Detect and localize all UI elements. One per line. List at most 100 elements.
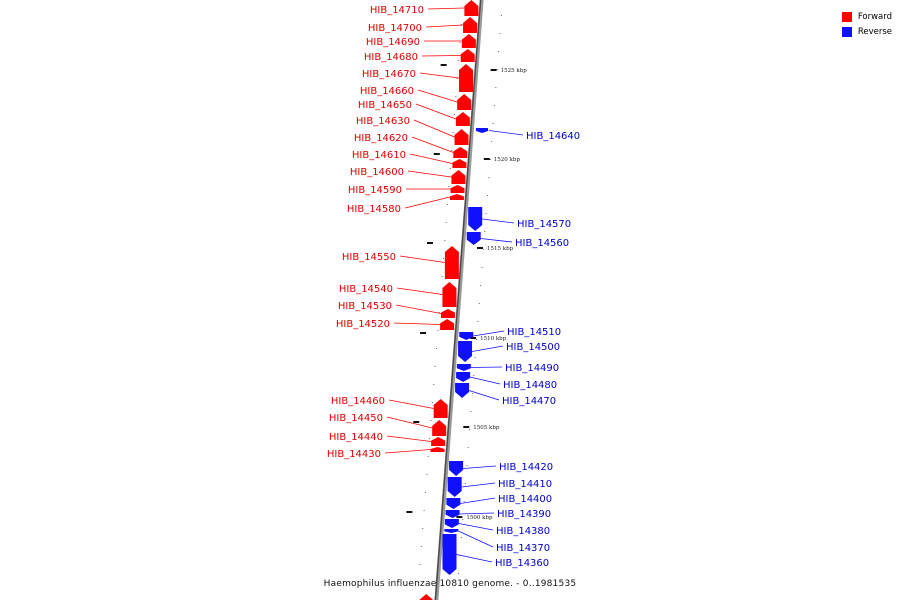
forward-gene-arrow: [442, 282, 457, 307]
scale-dot: [469, 429, 471, 430]
forward-gene-leader: [419, 72, 460, 79]
scale-dot: [433, 384, 435, 385]
scale-dot: [455, 96, 457, 97]
scale-dot: [467, 447, 469, 448]
forward-gene-leader: [396, 287, 443, 295]
scale-dot: [430, 420, 432, 421]
scale-tick: [463, 426, 470, 428]
reverse-gene-arrow: [446, 498, 461, 509]
forward-gene-leader: [386, 435, 432, 442]
forward-gene-arrow: [454, 129, 469, 145]
scale-dot: [498, 51, 500, 52]
scale-tick: [440, 64, 447, 66]
scale-tick: [470, 337, 477, 339]
reverse-gene-arrow: [475, 128, 488, 133]
scale-label: 1510 kbp: [480, 336, 507, 342]
scale-dot: [476, 339, 478, 340]
forward-gene-arrow: [433, 399, 448, 418]
scale-tick: [476, 247, 483, 249]
forward-gene-label: HIB_14700: [368, 23, 422, 34]
reverse-gene-arrow: [449, 461, 464, 476]
scale-dot: [488, 177, 490, 178]
forward-gene-label: HIB_14530: [338, 301, 392, 312]
forward-gene-leader: [393, 322, 441, 325]
forward-gene-label: HIB_14460: [331, 396, 385, 407]
reverse-gene-leader: [461, 482, 496, 488]
forward-gene-arrow: [453, 147, 468, 158]
legend-forward: Forward: [841, 9, 892, 24]
reverse-gene-label: HIB_14510: [507, 327, 561, 338]
reverse-gene-arrow: [468, 207, 483, 231]
forward-gene-leader: [388, 399, 434, 409]
reverse-gene-leader: [473, 330, 505, 337]
scale-dot: [441, 276, 443, 277]
forward-gene-arrow: [460, 49, 475, 62]
reverse-gene-label: HIB_14640: [526, 131, 580, 142]
scale-tick: [456, 516, 463, 518]
reverse-gene-label: HIB_14490: [505, 363, 559, 374]
reverse-gene-leader: [458, 530, 494, 548]
legend-reverse-label: Reverse: [857, 26, 892, 37]
backbone-line: [434, 0, 482, 600]
forward-gene-label: HIB_14660: [360, 86, 414, 97]
forward-gene-leader: [427, 7, 465, 10]
reverse-gene-leader: [456, 554, 493, 563]
reverse-gene-arrow: [458, 341, 473, 362]
forward-gene-label: HIB_14430: [327, 449, 381, 460]
reverse-gene-label: HIB_14390: [497, 509, 551, 520]
scale-dot: [437, 330, 439, 331]
forward-gene-arrow: [457, 94, 472, 110]
forward-gene-leader: [425, 24, 464, 28]
forward-gene-leader: [409, 153, 453, 164]
scale-dot: [464, 483, 466, 484]
scale-label: 1520 kbp: [494, 157, 521, 163]
scale-dot: [458, 60, 460, 61]
forward-gene-leader: [386, 416, 433, 429]
scale-label: 1505 kbp: [473, 425, 500, 431]
forward-gene-label: HIB_14440: [329, 432, 383, 443]
scale-dot: [482, 249, 484, 250]
reverse-gene-arrow: [466, 232, 481, 245]
reverse-gene-arrow: [442, 534, 457, 575]
reverse-gene-label: HIB_14420: [499, 462, 553, 473]
genome-caption: Haemophilus influenzae 10810 genome. - 0…: [323, 579, 577, 589]
forward-gene-arrow: [464, 0, 479, 16]
reverse-gene-label: HIB_14370: [496, 543, 550, 554]
forward-gene-arrow: [451, 170, 466, 184]
forward-gene-arrow: [459, 64, 474, 92]
scale-dot: [453, 114, 455, 115]
scale-dot: [448, 186, 450, 187]
scale-dot: [463, 501, 465, 502]
forward-gene-label: HIB_14600: [350, 167, 404, 178]
reverse-gene-label: HIB_14500: [506, 342, 560, 353]
reverse-gene-label: HIB_14360: [495, 558, 549, 569]
forward-gene-arrow: [440, 319, 455, 330]
scale-dot: [480, 285, 482, 286]
forward-gene-label: HIB_14690: [366, 37, 420, 48]
genome-backbone: [434, 0, 484, 600]
scale-label: 1525 kbp: [501, 68, 528, 74]
scale-dot: [420, 546, 422, 547]
scale-dot: [470, 411, 472, 412]
scale-dot: [462, 519, 464, 520]
scale-tick: [490, 69, 497, 71]
scale-dot: [487, 195, 489, 196]
forward-gene-label: HIB_14680: [364, 52, 418, 63]
scale-dot: [436, 348, 438, 349]
scale-dot: [452, 132, 454, 133]
scale-label: 1515 kbp: [487, 246, 514, 252]
reverse-gene-leader: [470, 376, 501, 385]
scale-dot: [492, 123, 494, 124]
forward-gene-label: HIB_14650: [358, 100, 412, 111]
scale-dot: [489, 159, 491, 160]
forward-gene-arrow: [450, 185, 465, 193]
forward-gene-leader: [415, 103, 457, 120]
scale-dot: [491, 141, 493, 142]
reverse-gene-label: HIB_14410: [498, 479, 552, 490]
scale-dot: [466, 465, 468, 466]
forward-gene-leader: [384, 449, 431, 454]
reverse-gene-arrow: [444, 529, 459, 533]
reverse-gene-arrow: [445, 510, 460, 518]
reverse-gene-arrow: [456, 372, 471, 382]
backbone-shadow: [434, 0, 484, 600]
